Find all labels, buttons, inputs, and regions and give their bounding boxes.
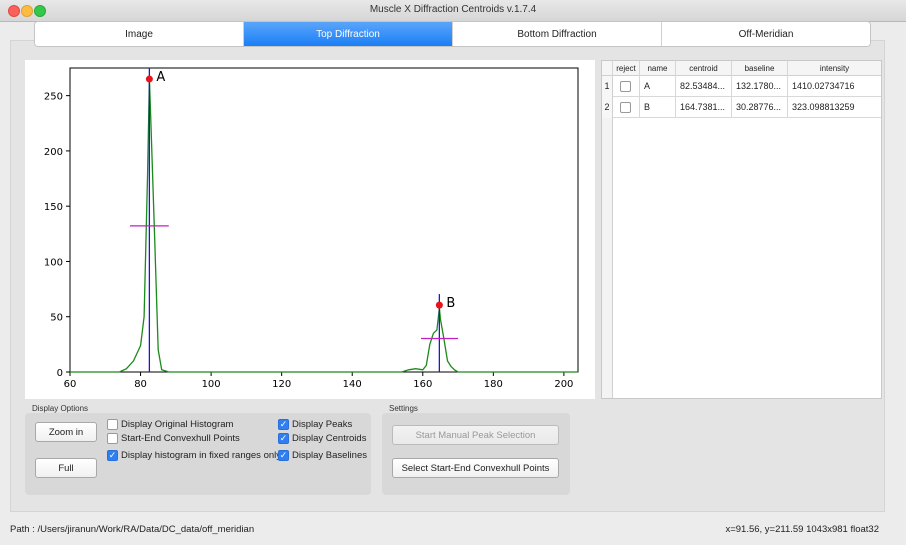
checkmark-icon[interactable]: ✓ xyxy=(278,433,289,444)
y-tick-label: 250 xyxy=(44,92,63,103)
settings-title: Settings xyxy=(389,404,418,413)
x-tick-label: 100 xyxy=(202,379,221,390)
table-row[interactable]: 2 B 164.7381... 30.28776... 323.09881325… xyxy=(602,97,881,118)
centroid-cell: 82.53484... xyxy=(676,76,732,97)
peak-marker xyxy=(435,301,443,309)
intensity-cell: 1410.02734716 xyxy=(792,81,855,91)
tab-bottom-diffraction[interactable]: Bottom Diffraction xyxy=(453,22,662,46)
start-end-convexhull-checkbox[interactable]: Start-End Convexhull Points xyxy=(107,432,240,445)
tab-image[interactable]: Image xyxy=(35,22,244,46)
peak-label: B xyxy=(446,296,455,311)
display-original-histogram-checkbox[interactable]: Display Original Histogram xyxy=(107,418,233,431)
select-convexhull-points-button[interactable]: Select Start-End Convexhull Points xyxy=(392,458,559,478)
x-tick-label: 80 xyxy=(134,379,147,390)
peak-marker xyxy=(145,75,153,83)
y-tick-label: 100 xyxy=(44,257,63,268)
x-tick-label: 160 xyxy=(413,379,432,390)
checkbox-label: Display histogram in fixed ranges only xyxy=(121,450,281,461)
intensity-cell: 323.098813259 xyxy=(792,102,855,112)
col-header-name[interactable]: name xyxy=(640,61,676,76)
checkmark-icon[interactable]: ✓ xyxy=(278,419,289,430)
baseline-cell: 30.28776... xyxy=(732,97,788,118)
display-options-title: Display Options xyxy=(32,404,89,413)
checkbox-box[interactable] xyxy=(107,419,118,430)
centroid-cell: 164.7381... xyxy=(676,97,732,118)
x-tick-label: 140 xyxy=(343,379,362,390)
fixed-ranges-checkbox[interactable]: ✓ Display histogram in fixed ranges only xyxy=(107,449,281,462)
tab-bar: Image Top Diffraction Bottom Diffraction… xyxy=(34,21,871,47)
col-header-baseline[interactable]: baseline xyxy=(732,61,788,76)
y-tick-label: 50 xyxy=(50,313,63,324)
display-baselines-checkbox[interactable]: ✓ Display Baselines xyxy=(278,449,367,462)
col-header-centroid[interactable]: centroid xyxy=(676,61,732,76)
reject-checkbox[interactable] xyxy=(620,81,631,92)
close-window-button[interactable] xyxy=(8,5,20,17)
status-info: x=91.56, y=211.59 1043x981 float32 xyxy=(725,524,879,535)
table-row[interactable]: 1 A 82.53484... 132.1780... 1410.0273471… xyxy=(602,76,881,97)
x-tick-label: 200 xyxy=(554,379,573,390)
maximize-window-button[interactable] xyxy=(34,5,46,17)
histogram-line xyxy=(70,79,578,373)
col-header-reject[interactable]: reject xyxy=(613,61,640,76)
display-peaks-checkbox[interactable]: ✓ Display Peaks xyxy=(278,418,352,431)
row-header-strip xyxy=(602,61,613,398)
name-cell: B xyxy=(640,97,676,118)
zoom-in-button[interactable]: Zoom in xyxy=(35,422,97,442)
checkbox-label: Display Peaks xyxy=(292,419,353,430)
row-number: 2 xyxy=(602,97,613,118)
minimize-window-button[interactable] xyxy=(21,5,33,17)
reject-cell xyxy=(613,97,640,118)
checkmark-icon[interactable]: ✓ xyxy=(107,450,118,461)
col-header-intensity[interactable]: intensity xyxy=(819,64,850,73)
checkbox-label: Start-End Convexhull Points xyxy=(121,433,240,444)
y-tick-label: 150 xyxy=(44,202,63,213)
title-bar: Muscle X Diffraction Centroids v.1.7.4 xyxy=(0,0,906,22)
checkbox-box[interactable] xyxy=(107,433,118,444)
y-tick-label: 0 xyxy=(57,368,63,379)
start-manual-peak-selection-button[interactable]: Start Manual Peak Selection xyxy=(392,425,559,445)
window-title: Muscle X Diffraction Centroids v.1.7.4 xyxy=(369,4,537,15)
baseline-cell: 132.1780... xyxy=(732,76,788,97)
histogram-plot[interactable]: 60 80 100 120 140 160 180 200 0 50 100 150 200 250 A B xyxy=(25,60,595,399)
tab-off-meridian[interactable]: Off-Meridian xyxy=(662,22,870,46)
x-tick-label: 120 xyxy=(272,379,291,390)
y-tick-label: 200 xyxy=(44,147,63,158)
name-cell: A xyxy=(640,76,676,97)
checkbox-label: Display Baselines xyxy=(292,450,367,461)
x-tick-label: 180 xyxy=(484,379,503,390)
checkmark-icon[interactable]: ✓ xyxy=(278,450,289,461)
tab-top-diffraction[interactable]: Top Diffraction xyxy=(244,22,453,46)
reject-cell xyxy=(613,76,640,97)
checkbox-label: Display Original Histogram xyxy=(121,419,234,430)
status-path: Path : /Users/jiranun/Work/RA/Data/DC_da… xyxy=(10,524,255,535)
x-tick-label: 60 xyxy=(64,379,77,390)
table-header: reject name centroid baseline intensity xyxy=(602,61,881,76)
full-button[interactable]: Full xyxy=(35,458,97,478)
row-number: 1 xyxy=(602,76,613,97)
histogram-chart[interactable]: 60 80 100 120 140 160 180 200 0 50 100 150 200 250 A B xyxy=(25,60,595,399)
peaks-table[interactable]: reject name centroid baseline intensity … xyxy=(601,60,882,399)
reject-checkbox[interactable] xyxy=(620,102,631,113)
peak-label: A xyxy=(156,70,165,85)
checkbox-label: Display Centroids xyxy=(292,433,367,444)
display-centroids-checkbox[interactable]: ✓ Display Centroids xyxy=(278,432,366,445)
